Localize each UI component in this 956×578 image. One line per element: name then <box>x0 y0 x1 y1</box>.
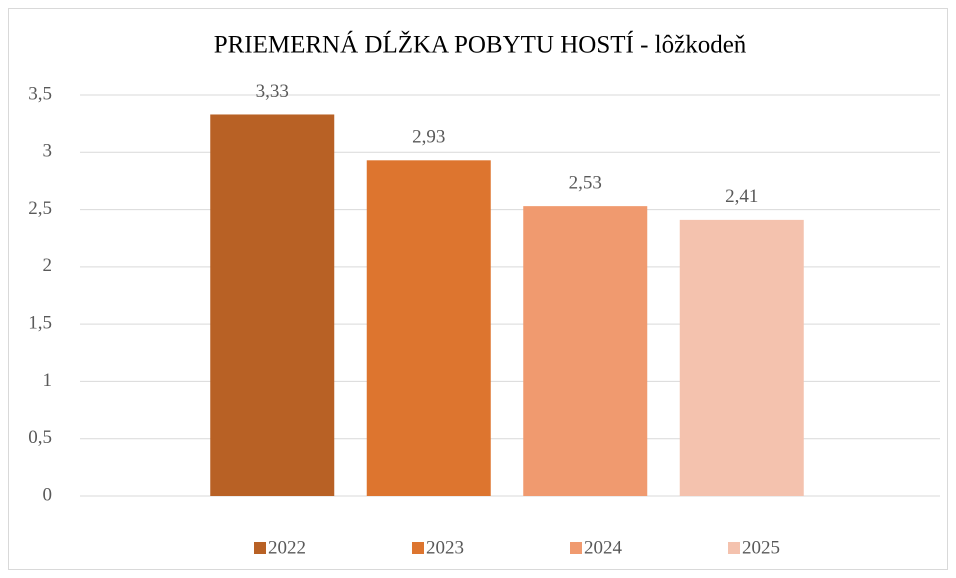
data-label: 2,93 <box>412 127 445 148</box>
legend-label: 2022 <box>268 537 306 558</box>
legend-swatch <box>570 542 582 554</box>
legend-swatch <box>412 542 424 554</box>
data-label: 2,53 <box>569 172 602 193</box>
y-tick-label: 3 <box>43 141 53 162</box>
y-tick-label: 2,5 <box>28 198 52 219</box>
chart-title: PRIEMERNÁ DĹŽKA POBYTU HOSTÍ - lôžkodeň <box>214 31 747 59</box>
legend-swatch <box>728 542 740 554</box>
legend-label: 2025 <box>742 537 780 558</box>
y-tick-label: 1 <box>43 370 53 391</box>
bar <box>679 219 804 496</box>
bar <box>210 114 335 496</box>
y-tick-label: 0 <box>43 484 53 505</box>
y-tick-label: 0,5 <box>28 427 52 448</box>
y-tick-label: 1,5 <box>28 313 52 334</box>
y-tick-label: 3,5 <box>28 83 52 104</box>
legend-label: 2024 <box>584 537 623 558</box>
y-tick-label: 2 <box>43 255 53 276</box>
data-label: 2,41 <box>725 186 758 207</box>
legend-label: 2023 <box>426 537 464 558</box>
bar <box>366 160 491 496</box>
bar <box>523 206 648 497</box>
data-label: 3,33 <box>256 81 289 102</box>
legend-swatch <box>254 542 266 554</box>
